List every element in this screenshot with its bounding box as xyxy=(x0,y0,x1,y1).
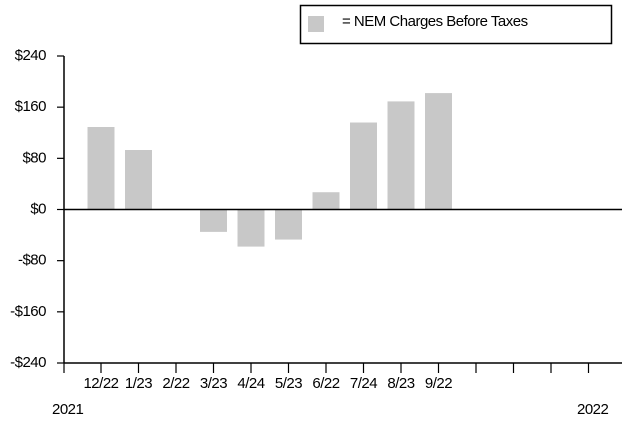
year-label: 2022 xyxy=(577,401,609,418)
bar xyxy=(237,209,265,247)
x-tick-label: 9/22 xyxy=(425,375,452,392)
x-tick-label: 1/23 xyxy=(125,375,152,392)
x-tick-label: 3/23 xyxy=(200,375,227,392)
bar xyxy=(125,150,152,210)
y-tick-label: -$80 xyxy=(18,252,46,269)
bar xyxy=(425,93,452,210)
legend-label: = NEM Charges Before Taxes xyxy=(342,13,528,30)
x-tick-label: 12/22 xyxy=(83,375,118,392)
x-tick-label: 4/24 xyxy=(237,375,264,392)
y-tick-label: -$240 xyxy=(10,354,46,371)
x-tick-label: 2/22 xyxy=(162,375,189,392)
legend-box xyxy=(299,4,613,45)
y-tick-label: $160 xyxy=(15,98,47,115)
x-tick-label: 5/23 xyxy=(275,375,302,392)
bar xyxy=(275,209,302,240)
bar xyxy=(350,122,377,210)
bar xyxy=(200,209,227,232)
year-label: 2021 xyxy=(52,401,84,418)
bar xyxy=(387,101,415,210)
legend-swatch xyxy=(308,16,324,32)
y-tick-label: $0 xyxy=(30,200,46,217)
y-tick-label: $240 xyxy=(15,47,47,64)
x-tick-label: 6/22 xyxy=(312,375,339,392)
bar xyxy=(312,192,340,210)
y-tick-label: $80 xyxy=(22,149,46,166)
bar xyxy=(87,126,115,210)
y-tick-label: -$160 xyxy=(10,303,46,320)
x-tick-label: 7/24 xyxy=(350,375,377,392)
x-tick-label: 8/23 xyxy=(387,375,414,392)
